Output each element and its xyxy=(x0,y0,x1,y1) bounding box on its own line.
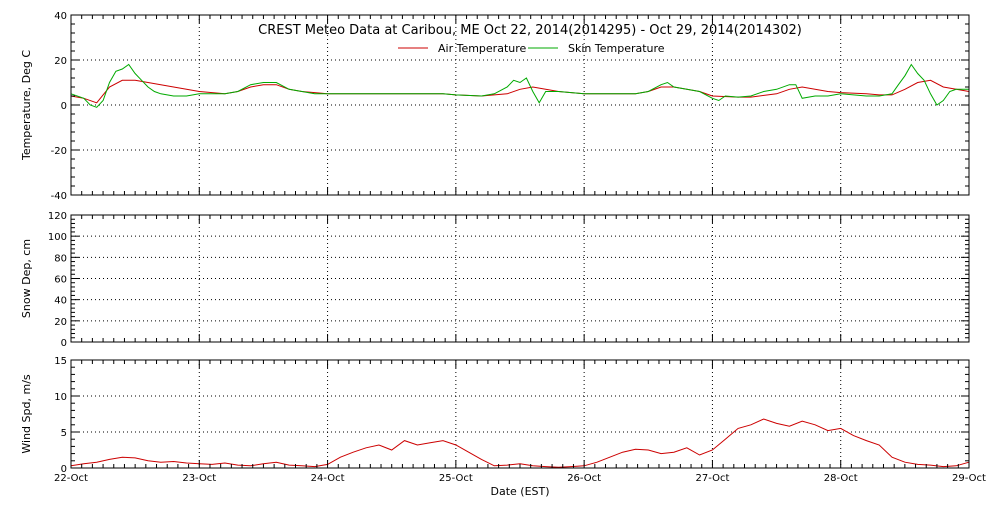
series-line-2-0 xyxy=(70,418,970,468)
x-tick-label: 29-Oct xyxy=(952,473,986,484)
legend-label-0: Air Temperature xyxy=(438,42,527,55)
x-tick-label: 25-Oct xyxy=(439,473,473,484)
series-line-0-0 xyxy=(70,79,970,104)
y-tick-label: 0 xyxy=(61,338,67,349)
legend: Air Temperature Skin Temperature xyxy=(398,42,665,55)
y-tick-label: -20 xyxy=(51,146,67,157)
y-tick-label: 40 xyxy=(54,296,67,307)
y-tick-label: 0 xyxy=(61,101,67,112)
y-tick-label: 0 xyxy=(61,464,67,475)
chart-panel-1: 0 20 40 60 80 100 120 Snow Dep, cm xyxy=(20,211,970,349)
y-tick-label: -40 xyxy=(51,191,67,202)
y-axis-title: Snow Dep, cm xyxy=(20,239,33,318)
y-tick-label: 60 xyxy=(54,275,67,286)
x-axis-title: Date (EST) xyxy=(490,485,549,498)
y-tick-label: 20 xyxy=(54,56,67,67)
y-tick-label: 120 xyxy=(48,211,67,222)
x-tick-label: 27-Oct xyxy=(695,473,729,484)
y-tick-label: 20 xyxy=(54,317,67,328)
chart-title: CREST Meteo Data at Caribou, ME Oct 22, … xyxy=(258,23,802,38)
y-tick-label: 100 xyxy=(48,232,67,243)
y-tick-label: 10 xyxy=(54,392,67,403)
y-tick-label: 80 xyxy=(54,253,67,264)
chart-panel-2: 0 5 10 15 Wind Spd, m/s 22-Oct 23-Oct 24-Oct 25-… xyxy=(20,356,986,498)
x-tick-label: 23-Oct xyxy=(182,473,216,484)
y-tick-label: 15 xyxy=(54,356,67,367)
x-tick-label: 26-Oct xyxy=(567,473,601,484)
x-tick-label: 22-Oct xyxy=(54,473,88,484)
legend-label-1: Skin Temperature xyxy=(568,42,665,55)
y-axis-title: Temperature, Deg C xyxy=(20,50,33,161)
y-tick-label: 5 xyxy=(61,428,67,439)
y-tick-label: 40 xyxy=(54,11,67,22)
series-line-0-1 xyxy=(70,63,969,108)
y-axis-title: Wind Spd, m/s xyxy=(20,374,33,454)
chart-panel-0: -40 -20 0 20 40 Temperature, Deg C CREST Meteo… xyxy=(20,11,970,202)
plot-frame xyxy=(70,359,970,469)
x-tick-label: 24-Oct xyxy=(311,473,345,484)
x-tick-label: 28-Oct xyxy=(824,473,858,484)
